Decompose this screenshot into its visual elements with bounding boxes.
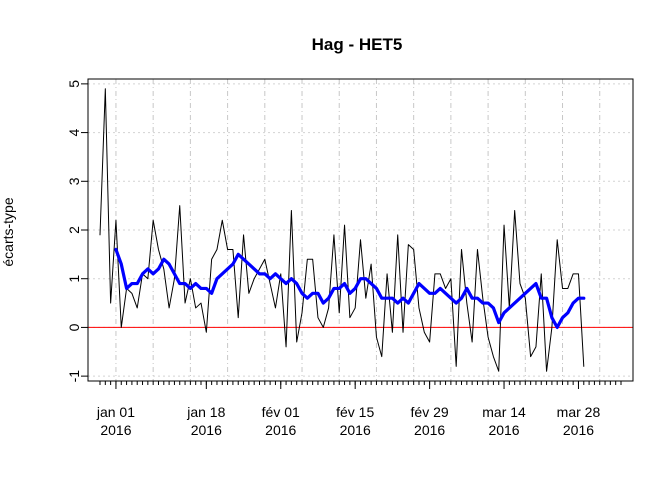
x-tick-label: fév 01: [262, 404, 300, 420]
y-tick-label: 5: [66, 80, 82, 88]
x-tick-year-label: 2016: [265, 422, 296, 438]
x-tick-year-label: 2016: [100, 422, 131, 438]
x-tick-label: jan 18: [186, 404, 225, 420]
x-tick-label: mar 28: [557, 404, 601, 420]
y-tick-label: 0: [66, 323, 82, 331]
x-tick-year-label: 2016: [414, 422, 445, 438]
x-tick-label: jan 01: [96, 404, 135, 420]
x-axis: jan 01 2016 jan 18 2016 fév 01 2016 fév 15 2016…: [96, 380, 622, 438]
x-tick-year-label: 2016: [563, 422, 594, 438]
y-axis-label: écarts-type: [0, 197, 16, 266]
x-tick-label: fév 29: [411, 404, 449, 420]
x-tick-year-label: 2016: [191, 422, 222, 438]
chart-title: Hag - HET5: [312, 35, 403, 54]
y-tick-label: -1: [66, 370, 82, 383]
x-tick-year-label: 2016: [340, 422, 371, 438]
y-tick-label: 2: [66, 226, 82, 234]
raw-series-line: [99, 88, 585, 372]
y-axis: -1 0 1 2 3 4 5: [66, 80, 88, 383]
x-tick-label: mar 14: [482, 404, 526, 420]
x-tick-year-label: 2016: [488, 422, 519, 438]
y-tick-label: 4: [66, 128, 82, 136]
x-tick-label: fév 15: [336, 404, 374, 420]
smoothed-series-line: [114, 247, 586, 330]
series-layer: [99, 88, 586, 372]
y-tick-label: 1: [66, 275, 82, 283]
y-tick-label: 3: [66, 177, 82, 185]
